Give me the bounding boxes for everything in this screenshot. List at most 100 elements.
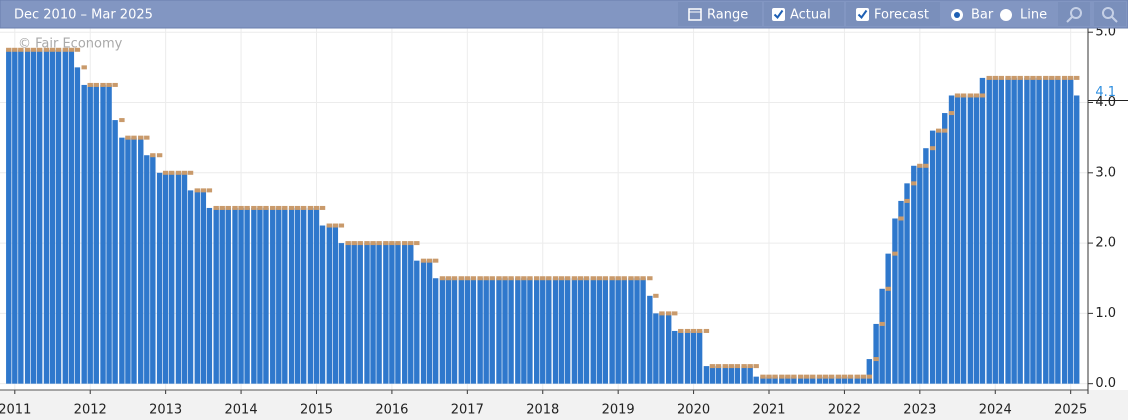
actual-bar bbox=[690, 330, 697, 384]
actual-bar bbox=[911, 165, 917, 384]
actual-bar bbox=[445, 278, 452, 384]
zoom-in[interactable] bbox=[1058, 2, 1090, 26]
forecast-mark bbox=[364, 241, 370, 246]
forecast-mark bbox=[728, 364, 734, 369]
actual-bar bbox=[640, 278, 646, 384]
forecast-mark bbox=[810, 374, 816, 379]
actual-bar bbox=[244, 207, 250, 384]
actual-bar bbox=[119, 137, 125, 384]
actual-bar bbox=[55, 49, 62, 384]
forecast-mark bbox=[319, 205, 326, 210]
forecast-mark bbox=[911, 181, 917, 186]
x-tick-label: 2022 bbox=[828, 403, 861, 418]
actual-bar bbox=[351, 243, 357, 384]
actual-bar bbox=[156, 172, 163, 384]
forecast-mark bbox=[1055, 75, 1061, 80]
forecast-mark bbox=[779, 374, 785, 379]
x-tick-label: 2018 bbox=[526, 403, 559, 418]
actual-label[interactable]: Actual bbox=[790, 8, 831, 23]
actual-bar bbox=[458, 278, 464, 384]
actual-bar bbox=[288, 207, 295, 384]
forecast-mark bbox=[156, 153, 163, 158]
forecast-mark bbox=[734, 364, 741, 369]
actual-bar bbox=[313, 207, 320, 384]
forecast-mark bbox=[307, 205, 314, 210]
actual-bar bbox=[659, 313, 665, 384]
y-tick-label: 3.0 bbox=[1095, 165, 1116, 180]
radio-line[interactable] bbox=[1000, 9, 1012, 21]
forecast-mark bbox=[854, 374, 860, 379]
forecast-mark bbox=[772, 374, 778, 379]
forecast-mark bbox=[841, 374, 848, 379]
y-tick-label: 4.0 bbox=[1095, 95, 1116, 110]
actual-bar bbox=[998, 77, 1005, 384]
forecast-mark bbox=[634, 276, 640, 281]
forecast-mark bbox=[1043, 75, 1049, 80]
actual-bar bbox=[150, 155, 156, 384]
actual-bar bbox=[496, 278, 502, 384]
actual-bar bbox=[609, 278, 615, 384]
forecast-mark bbox=[257, 205, 263, 210]
forecast-mark bbox=[81, 65, 87, 70]
x-tick-label: 2019 bbox=[602, 403, 635, 418]
forecast-mark bbox=[609, 276, 615, 281]
actual-bar bbox=[125, 137, 131, 384]
forecast-mark bbox=[288, 205, 295, 210]
actual-bar bbox=[960, 95, 967, 384]
forecast-mark bbox=[251, 205, 257, 210]
forecast-mark bbox=[213, 205, 219, 210]
actual-bar bbox=[238, 207, 244, 384]
forecast-mark bbox=[942, 128, 948, 133]
forecast-mark bbox=[558, 276, 565, 281]
forecast-mark bbox=[458, 276, 464, 281]
actual-bar bbox=[257, 207, 263, 384]
line-option[interactable]: Line bbox=[1020, 8, 1047, 23]
actual-bar bbox=[300, 207, 307, 384]
zoom-icon bbox=[1102, 7, 1118, 23]
forecast-mark bbox=[546, 276, 552, 281]
forecast-mark bbox=[508, 276, 514, 281]
actual-bar bbox=[162, 172, 169, 384]
actual-bar bbox=[426, 260, 433, 384]
forecast-mark bbox=[439, 276, 446, 281]
actual-bar bbox=[741, 366, 747, 384]
actual-bar bbox=[477, 278, 483, 384]
actual-bar bbox=[100, 84, 106, 384]
actual-bar bbox=[822, 376, 829, 384]
actual-bar bbox=[797, 376, 804, 384]
actual-bar bbox=[1011, 77, 1017, 384]
actual-bar bbox=[1067, 77, 1074, 384]
actual-bar bbox=[206, 207, 213, 384]
forecast-mark bbox=[395, 241, 401, 246]
actual-bar bbox=[1024, 77, 1030, 384]
forecast-mark bbox=[898, 216, 904, 221]
actual-bar bbox=[1061, 77, 1068, 384]
actual-bar bbox=[696, 330, 703, 384]
actual-bar bbox=[194, 190, 201, 384]
actual-bar bbox=[187, 190, 194, 384]
actual-bar bbox=[615, 278, 621, 384]
forecast-mark bbox=[49, 47, 56, 52]
range-button[interactable] bbox=[678, 2, 762, 26]
actual-bar bbox=[904, 183, 910, 384]
forecast-mark bbox=[1036, 75, 1042, 80]
forecast-mark bbox=[18, 47, 24, 52]
forecast-mark bbox=[703, 328, 710, 333]
actual-bar bbox=[873, 323, 879, 384]
forecast-mark bbox=[332, 223, 339, 228]
forecast-mark bbox=[515, 276, 521, 281]
range-label[interactable]: Range bbox=[707, 8, 748, 23]
actual-bar bbox=[590, 278, 596, 384]
zoom-out[interactable] bbox=[1094, 2, 1126, 26]
forecast-mark bbox=[791, 374, 797, 379]
bar-option[interactable]: Bar bbox=[971, 8, 994, 23]
actual-bar bbox=[760, 376, 766, 384]
actual-bar bbox=[734, 366, 741, 384]
forecast-label[interactable]: Forecast bbox=[874, 8, 929, 23]
actual-bar bbox=[168, 172, 175, 384]
forecast-mark bbox=[464, 276, 471, 281]
check bbox=[773, 9, 784, 20]
forecast-mark bbox=[885, 286, 891, 291]
forecast-mark bbox=[797, 374, 804, 379]
actual-bar bbox=[828, 376, 835, 384]
